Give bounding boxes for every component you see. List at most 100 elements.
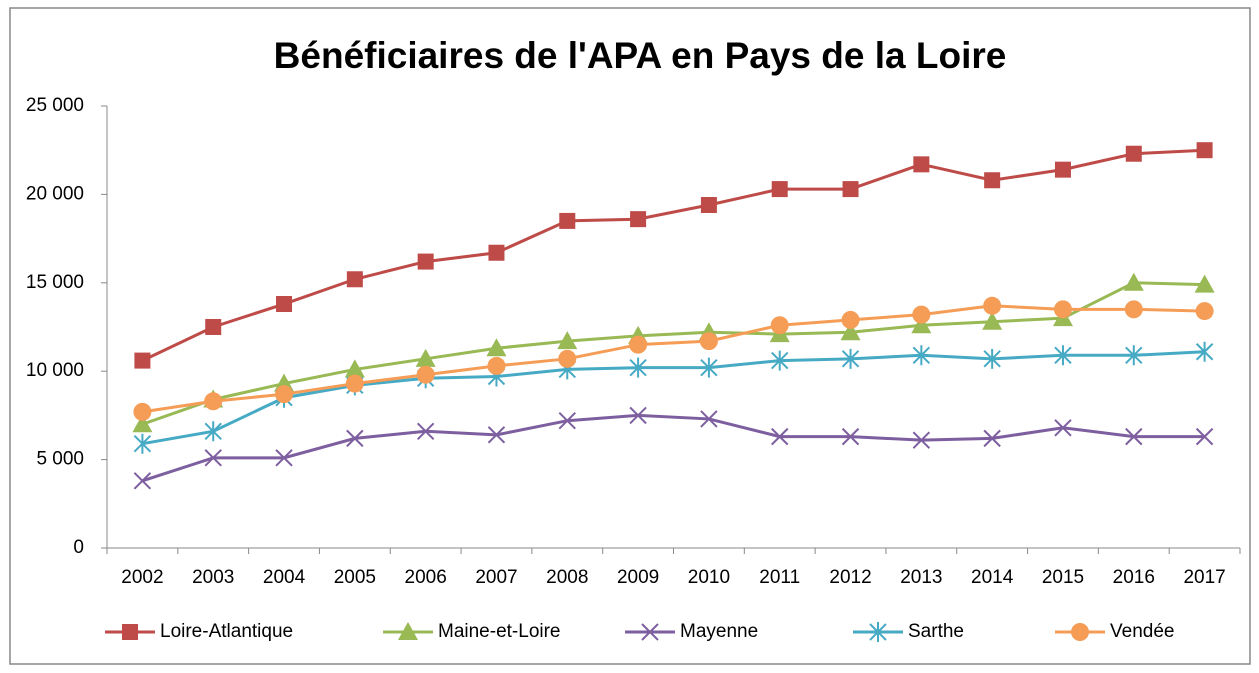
x-tick-label: 2006 <box>405 567 447 588</box>
marker <box>1125 145 1142 162</box>
x-tick-label: 2007 <box>475 567 517 588</box>
x-tick-label: 2017 <box>1183 567 1225 588</box>
marker <box>276 296 293 313</box>
y-tick-label: 25 000 <box>26 95 84 116</box>
marker <box>133 433 152 454</box>
marker <box>134 352 151 369</box>
x-tick-label: 2009 <box>617 567 659 588</box>
marker <box>700 357 718 378</box>
marker <box>205 319 222 335</box>
marker <box>629 406 647 425</box>
marker <box>982 311 1003 330</box>
marker <box>344 359 365 378</box>
marker <box>770 316 789 335</box>
marker <box>771 181 788 198</box>
marker <box>487 356 506 375</box>
series-line <box>142 304 1205 414</box>
marker <box>204 449 222 467</box>
y-tick-label: 10 000 <box>26 360 84 381</box>
marker <box>275 449 293 467</box>
marker <box>1054 419 1072 437</box>
x-tick-label: 2014 <box>971 567 1014 588</box>
marker <box>984 172 1001 189</box>
marker <box>275 385 294 404</box>
marker <box>629 335 648 354</box>
marker <box>398 622 418 640</box>
marker <box>488 244 505 261</box>
marker <box>1196 142 1213 159</box>
marker <box>841 427 860 446</box>
series-line <box>141 281 1205 426</box>
marker <box>1071 623 1089 641</box>
marker <box>1195 341 1214 362</box>
marker <box>559 212 576 229</box>
marker <box>557 331 578 350</box>
marker <box>983 429 1001 448</box>
x-tick-label: 2016 <box>1113 567 1155 588</box>
marker <box>122 624 138 640</box>
marker <box>487 426 506 444</box>
marker <box>842 181 859 198</box>
x-tick-label: 2011 <box>759 567 800 588</box>
legend-label: Loire-Atlantique <box>160 621 293 642</box>
series-line <box>141 148 1205 362</box>
marker <box>416 422 435 441</box>
marker <box>630 211 647 228</box>
legend-label: Mayenne <box>680 621 758 642</box>
x-tick-label: 2012 <box>829 567 871 588</box>
marker <box>913 156 930 173</box>
marker <box>345 374 364 393</box>
marker <box>700 410 718 428</box>
series-line <box>141 413 1205 483</box>
x-tick-label: 2004 <box>263 567 306 588</box>
marker <box>641 623 659 641</box>
x-tick-label: 2015 <box>1042 567 1084 588</box>
y-tick-label: 20 000 <box>26 183 84 204</box>
chart-title: Bénéficiaires de l'APA en Pays de la Loi… <box>274 35 1007 76</box>
marker <box>771 427 789 446</box>
marker <box>983 348 1001 369</box>
marker <box>841 310 860 329</box>
marker <box>204 421 222 442</box>
marker <box>204 392 223 411</box>
x-tick-label: 2002 <box>121 567 163 588</box>
marker <box>132 414 153 433</box>
y-tick-label: 15 000 <box>26 272 84 293</box>
marker <box>911 315 932 334</box>
marker <box>1123 272 1144 291</box>
marker <box>133 472 152 490</box>
marker <box>912 305 931 324</box>
x-tick-label: 2013 <box>900 567 942 588</box>
series-line <box>142 350 1205 446</box>
marker <box>486 338 507 357</box>
marker <box>629 357 647 378</box>
marker <box>700 197 717 214</box>
y-tick-label: 0 <box>73 537 84 558</box>
marker <box>1195 302 1214 321</box>
marker <box>840 322 861 341</box>
marker <box>1125 427 1143 446</box>
marker <box>1054 345 1072 366</box>
marker <box>415 348 436 367</box>
marker <box>1194 274 1215 293</box>
marker <box>699 332 718 351</box>
marker <box>417 253 434 270</box>
marker <box>983 296 1002 315</box>
marker <box>558 349 577 368</box>
y-tick-label: 5 000 <box>36 449 84 470</box>
x-tick-label: 2008 <box>546 567 588 588</box>
marker <box>912 345 931 366</box>
x-tick-label: 2003 <box>192 567 234 588</box>
legend-label: Vendée <box>1110 621 1174 642</box>
marker <box>133 402 152 421</box>
x-tick-label: 2005 <box>334 567 376 588</box>
marker <box>1053 300 1072 319</box>
marker <box>558 411 576 430</box>
legend-label: Sarthe <box>908 621 964 642</box>
marker <box>416 365 435 384</box>
x-tick-label: 2010 <box>688 567 730 588</box>
marker <box>869 622 887 642</box>
marker <box>771 350 789 371</box>
marker <box>841 348 860 369</box>
